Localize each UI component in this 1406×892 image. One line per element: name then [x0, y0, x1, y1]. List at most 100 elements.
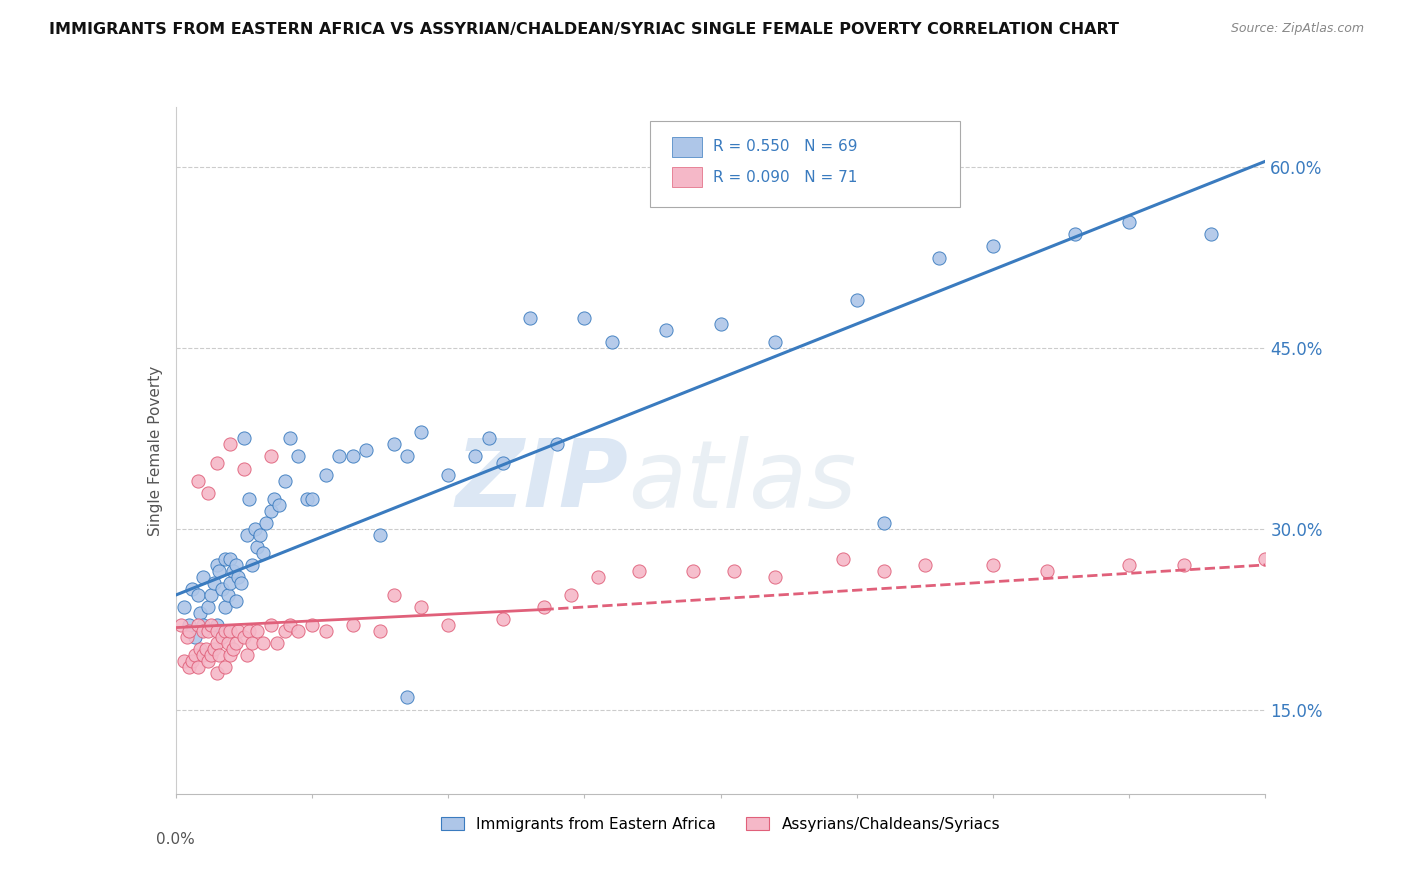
Point	[368, 624, 391, 639]
Point	[222, 642, 245, 657]
Point	[186, 588, 209, 602]
Text: ZIP: ZIP	[456, 435, 628, 527]
Point	[269, 498, 291, 512]
Point	[249, 528, 271, 542]
Point	[246, 624, 269, 639]
Point	[173, 600, 195, 615]
Text: Source: ZipAtlas.com: Source: ZipAtlas.com	[1230, 22, 1364, 36]
Point	[228, 624, 250, 639]
Point	[205, 636, 228, 650]
Point	[263, 491, 285, 506]
Point	[546, 437, 568, 451]
Point	[217, 588, 239, 602]
Point	[342, 618, 364, 632]
Point	[574, 310, 596, 325]
Point	[873, 516, 896, 530]
Point	[627, 564, 650, 578]
Point	[197, 485, 219, 500]
Point	[1199, 227, 1222, 241]
Point	[396, 450, 419, 464]
Point	[211, 630, 233, 644]
Point	[181, 654, 204, 668]
Point	[179, 660, 201, 674]
Y-axis label: Single Female Poverty: Single Female Poverty	[148, 366, 163, 535]
Point	[219, 624, 242, 639]
Point	[191, 570, 214, 584]
Point	[274, 624, 297, 639]
Point	[214, 552, 236, 566]
Point	[191, 618, 214, 632]
Point	[763, 570, 786, 584]
Point	[655, 323, 678, 337]
Point	[254, 516, 277, 530]
Point	[1036, 564, 1059, 578]
Point	[235, 648, 257, 663]
Point	[186, 660, 209, 674]
Point	[981, 558, 1004, 572]
Point	[873, 564, 896, 578]
Point	[202, 576, 225, 591]
Point	[832, 552, 855, 566]
Point	[200, 618, 222, 632]
Point	[914, 558, 936, 572]
Point	[240, 636, 263, 650]
Point	[586, 570, 609, 584]
Point	[191, 648, 214, 663]
Point	[1173, 558, 1195, 572]
Point	[219, 437, 242, 451]
Text: 0.0%: 0.0%	[156, 831, 195, 847]
Point	[492, 612, 515, 626]
Point	[205, 666, 228, 681]
Point	[246, 540, 269, 554]
Point	[208, 648, 231, 663]
Point	[225, 558, 247, 572]
Point	[197, 600, 219, 615]
Point	[533, 600, 555, 615]
Point	[342, 450, 364, 464]
Point	[928, 251, 950, 265]
Point	[208, 564, 231, 578]
Point	[184, 648, 207, 663]
Point	[437, 618, 460, 632]
Point	[723, 564, 745, 578]
Point	[211, 582, 233, 596]
Point	[260, 450, 283, 464]
Point	[492, 456, 515, 470]
Text: IMMIGRANTS FROM EASTERN AFRICA VS ASSYRIAN/CHALDEAN/SYRIAC SINGLE FEMALE POVERTY: IMMIGRANTS FROM EASTERN AFRICA VS ASSYRI…	[49, 22, 1119, 37]
Point	[409, 425, 432, 440]
Point	[184, 630, 207, 644]
Point	[191, 624, 214, 639]
Point	[214, 600, 236, 615]
Point	[368, 528, 391, 542]
Point	[205, 624, 228, 639]
Point	[396, 690, 419, 705]
Point	[225, 594, 247, 608]
Point	[186, 474, 209, 488]
Point	[179, 618, 201, 632]
Point	[219, 576, 242, 591]
Point	[1063, 227, 1085, 241]
Point	[845, 293, 868, 307]
Point	[197, 624, 219, 639]
Point	[205, 618, 228, 632]
FancyBboxPatch shape	[672, 136, 702, 157]
Point	[225, 636, 247, 650]
Point	[328, 450, 350, 464]
Point	[214, 660, 236, 674]
Point	[170, 618, 193, 632]
Text: R = 0.550   N = 69: R = 0.550 N = 69	[713, 139, 858, 154]
Point	[219, 648, 242, 663]
Point	[240, 558, 263, 572]
Point	[464, 450, 486, 464]
Point	[202, 642, 225, 657]
Point	[181, 582, 204, 596]
Point	[560, 588, 582, 602]
Point	[1118, 558, 1140, 572]
Point	[231, 576, 253, 591]
Point	[301, 491, 323, 506]
Point	[243, 522, 266, 536]
Point	[200, 648, 222, 663]
Point	[173, 654, 195, 668]
Point	[188, 642, 211, 657]
Point	[205, 558, 228, 572]
